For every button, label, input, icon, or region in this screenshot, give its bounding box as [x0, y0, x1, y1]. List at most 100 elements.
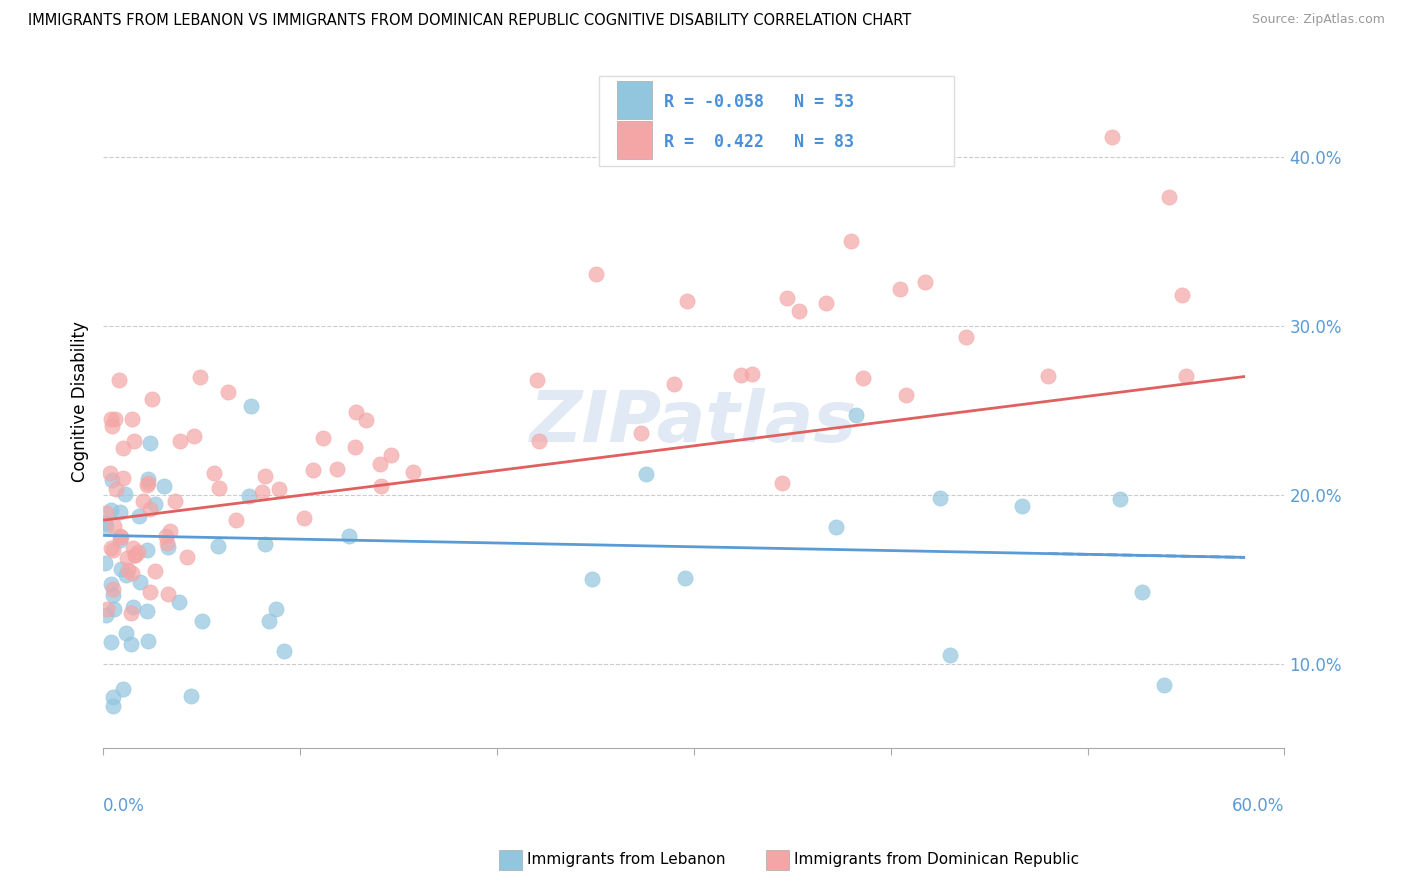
Point	[152, 478, 174, 492]
Point	[896, 388, 918, 402]
Point	[845, 408, 868, 422]
Point	[240, 399, 263, 413]
Text: R = -0.058   N = 53: R = -0.058 N = 53	[664, 93, 855, 111]
Point	[108, 529, 131, 543]
Point	[326, 462, 349, 476]
Point	[103, 518, 125, 533]
Point	[117, 562, 139, 576]
Text: Source: ZipAtlas.com: Source: ZipAtlas.com	[1251, 13, 1385, 27]
Point	[368, 457, 391, 471]
Point	[110, 530, 132, 544]
Point	[100, 541, 122, 556]
Point	[238, 489, 260, 503]
Point	[526, 372, 548, 386]
Point	[139, 585, 162, 599]
Point	[1036, 369, 1059, 384]
Point	[250, 485, 273, 500]
Point	[634, 467, 657, 482]
Point	[157, 587, 180, 601]
Point	[929, 491, 952, 505]
Point	[105, 482, 128, 496]
Point	[100, 503, 122, 517]
Point	[112, 471, 135, 485]
Point	[1175, 369, 1198, 384]
Point	[938, 648, 960, 663]
Point	[124, 548, 146, 562]
Point	[101, 690, 124, 704]
Point	[128, 545, 150, 559]
Y-axis label: Cognitive Disability: Cognitive Disability	[72, 321, 89, 483]
Point	[955, 329, 977, 343]
Point	[111, 682, 134, 697]
Point	[101, 588, 124, 602]
Point	[889, 282, 911, 296]
Point	[370, 479, 392, 493]
Text: 0.0%: 0.0%	[103, 797, 145, 815]
Point	[208, 481, 231, 495]
Point	[100, 411, 122, 425]
Point	[356, 413, 378, 427]
Point	[1109, 491, 1132, 506]
Point	[138, 435, 160, 450]
Point	[100, 577, 122, 591]
Point	[676, 293, 699, 308]
Point	[1011, 500, 1033, 514]
Point	[139, 502, 162, 516]
Point	[132, 493, 155, 508]
Point	[264, 601, 287, 615]
Point	[1130, 585, 1153, 599]
Point	[188, 370, 211, 384]
Point	[217, 384, 239, 399]
Point	[292, 511, 315, 525]
Point	[101, 699, 124, 714]
Point	[167, 595, 190, 609]
Point	[914, 275, 936, 289]
Point	[122, 541, 145, 556]
Point	[159, 524, 181, 539]
Point	[257, 614, 280, 628]
Point	[136, 478, 159, 492]
Point	[312, 431, 335, 445]
Point	[253, 468, 276, 483]
Point	[225, 513, 247, 527]
Point	[122, 600, 145, 615]
Point	[94, 607, 117, 622]
Text: Immigrants from Lebanon: Immigrants from Lebanon	[527, 853, 725, 867]
Point	[114, 567, 136, 582]
Point	[253, 537, 276, 551]
Point	[630, 425, 652, 440]
Point	[108, 505, 131, 519]
Point	[122, 434, 145, 449]
Point	[176, 550, 198, 565]
Point	[741, 367, 763, 381]
Point	[138, 634, 160, 648]
FancyBboxPatch shape	[599, 76, 953, 166]
Point	[730, 368, 752, 382]
Point	[101, 419, 124, 434]
Point	[94, 516, 117, 530]
Point	[107, 373, 129, 387]
Point	[120, 638, 142, 652]
Point	[852, 370, 875, 384]
Text: Immigrants from Dominican Republic: Immigrants from Dominican Republic	[794, 853, 1080, 867]
Point	[101, 473, 124, 487]
Point	[104, 411, 127, 425]
Point	[110, 562, 132, 576]
Point	[101, 582, 124, 596]
Point	[96, 506, 118, 520]
Point	[337, 529, 360, 543]
Point	[202, 466, 225, 480]
Point	[121, 566, 143, 581]
Point	[114, 486, 136, 500]
Point	[136, 543, 159, 558]
Point	[1170, 288, 1192, 302]
Point	[100, 635, 122, 649]
Point	[121, 411, 143, 425]
Point	[191, 614, 214, 628]
Point	[94, 557, 117, 571]
Point	[380, 448, 402, 462]
Point	[135, 604, 157, 618]
Point	[343, 440, 366, 454]
Point	[96, 602, 118, 616]
Point	[108, 533, 131, 547]
